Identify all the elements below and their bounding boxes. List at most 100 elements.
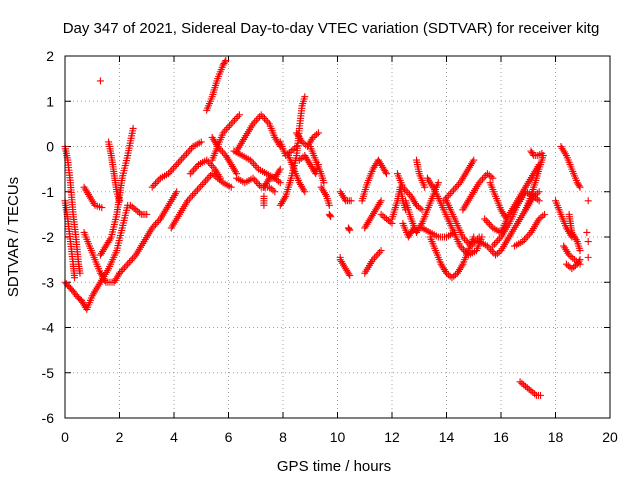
x-tick-label: 0 xyxy=(61,429,69,445)
data-point xyxy=(382,168,390,176)
data-point xyxy=(372,252,380,260)
x-tick-label: 4 xyxy=(170,429,178,445)
data-point xyxy=(524,232,532,240)
data-point xyxy=(345,270,353,278)
series-arc-02 xyxy=(61,197,79,282)
data-point xyxy=(222,57,230,65)
data-point xyxy=(151,180,159,188)
series-arc-44 xyxy=(423,174,486,259)
data-point xyxy=(377,197,385,205)
data-point xyxy=(176,157,184,165)
data-point xyxy=(377,210,385,218)
data-point xyxy=(169,164,177,172)
data-point xyxy=(289,146,297,154)
data-point xyxy=(533,189,541,197)
series-arc-30 xyxy=(336,188,355,205)
data-point xyxy=(528,149,536,157)
data-point xyxy=(293,143,301,150)
series-arc-17 xyxy=(233,111,284,155)
data-point xyxy=(190,190,198,198)
chart-title: Day 347 of 2021, Sidereal Day-to-day VTE… xyxy=(63,20,600,37)
data-point xyxy=(574,180,582,188)
data-point xyxy=(301,93,309,101)
data-point xyxy=(494,237,502,245)
x-tick-label: 18 xyxy=(548,429,564,445)
data-point xyxy=(301,188,309,196)
data-point xyxy=(254,180,262,188)
data-point xyxy=(220,60,228,68)
data-point xyxy=(336,253,344,261)
series-arc-60 xyxy=(565,210,584,255)
data-point xyxy=(568,265,576,273)
data-point xyxy=(522,234,530,242)
data-point xyxy=(129,255,137,263)
data-point xyxy=(134,207,142,215)
data-point xyxy=(227,120,235,128)
data-point xyxy=(538,149,546,157)
data-points xyxy=(61,57,592,399)
series-arc-29 xyxy=(325,210,335,221)
data-point xyxy=(502,215,510,223)
series-arc-05 xyxy=(80,228,123,286)
data-point xyxy=(313,130,321,138)
series-arc-27 xyxy=(306,143,328,187)
data-point xyxy=(453,182,461,190)
series-arc-35 xyxy=(358,156,391,205)
data-point xyxy=(179,153,187,161)
data-point xyxy=(173,161,181,169)
data-point xyxy=(448,188,456,196)
data-point xyxy=(191,164,199,172)
data-point xyxy=(446,190,454,198)
y-tick-label: -6 xyxy=(42,410,55,426)
series-arc-46 xyxy=(440,156,478,205)
data-point xyxy=(188,168,196,176)
data-point xyxy=(190,166,198,174)
y-tick-labels: -6 -5 -4 -3 -2 -1 0 1 2 xyxy=(42,48,55,426)
data-point xyxy=(71,274,79,282)
data-point xyxy=(529,150,537,158)
data-point xyxy=(96,77,104,85)
data-point xyxy=(276,179,284,187)
data-point xyxy=(450,272,458,280)
data-point xyxy=(130,204,138,212)
y-tick-label: -1 xyxy=(42,184,55,200)
data-point xyxy=(221,58,229,66)
data-point xyxy=(181,152,189,160)
data-point xyxy=(186,146,194,154)
data-point xyxy=(173,188,181,196)
data-point xyxy=(492,238,500,246)
data-point xyxy=(204,158,212,166)
y-tick-label: -2 xyxy=(42,229,55,245)
data-point xyxy=(230,116,238,124)
data-point xyxy=(487,173,495,181)
data-point xyxy=(197,138,205,146)
data-point xyxy=(124,260,132,268)
data-point xyxy=(76,269,84,277)
data-point xyxy=(183,150,191,158)
data-point xyxy=(116,197,123,205)
data-point xyxy=(584,253,592,261)
data-point xyxy=(143,210,151,218)
data-point xyxy=(483,170,491,178)
data-point xyxy=(128,203,136,211)
data-point xyxy=(518,379,526,387)
series-arc-32 xyxy=(344,224,354,234)
data-point xyxy=(132,206,140,214)
series-arc-43 xyxy=(426,233,478,282)
data-point xyxy=(525,385,533,393)
data-point xyxy=(119,266,127,274)
data-point xyxy=(224,123,232,131)
series-arc-34 xyxy=(361,197,385,232)
data-point xyxy=(327,213,335,221)
series-arc-14 xyxy=(203,57,230,114)
data-point xyxy=(254,114,262,122)
x-tick-labels: 0 2 4 6 8 10 12 14 16 18 20 xyxy=(61,429,618,445)
data-point xyxy=(531,390,539,398)
data-point xyxy=(192,188,200,196)
data-point xyxy=(489,174,497,182)
series-arc-59 xyxy=(562,256,584,273)
data-point xyxy=(250,160,258,168)
series-arc-53 xyxy=(522,152,547,214)
data-point xyxy=(193,186,201,194)
data-point xyxy=(216,174,224,182)
